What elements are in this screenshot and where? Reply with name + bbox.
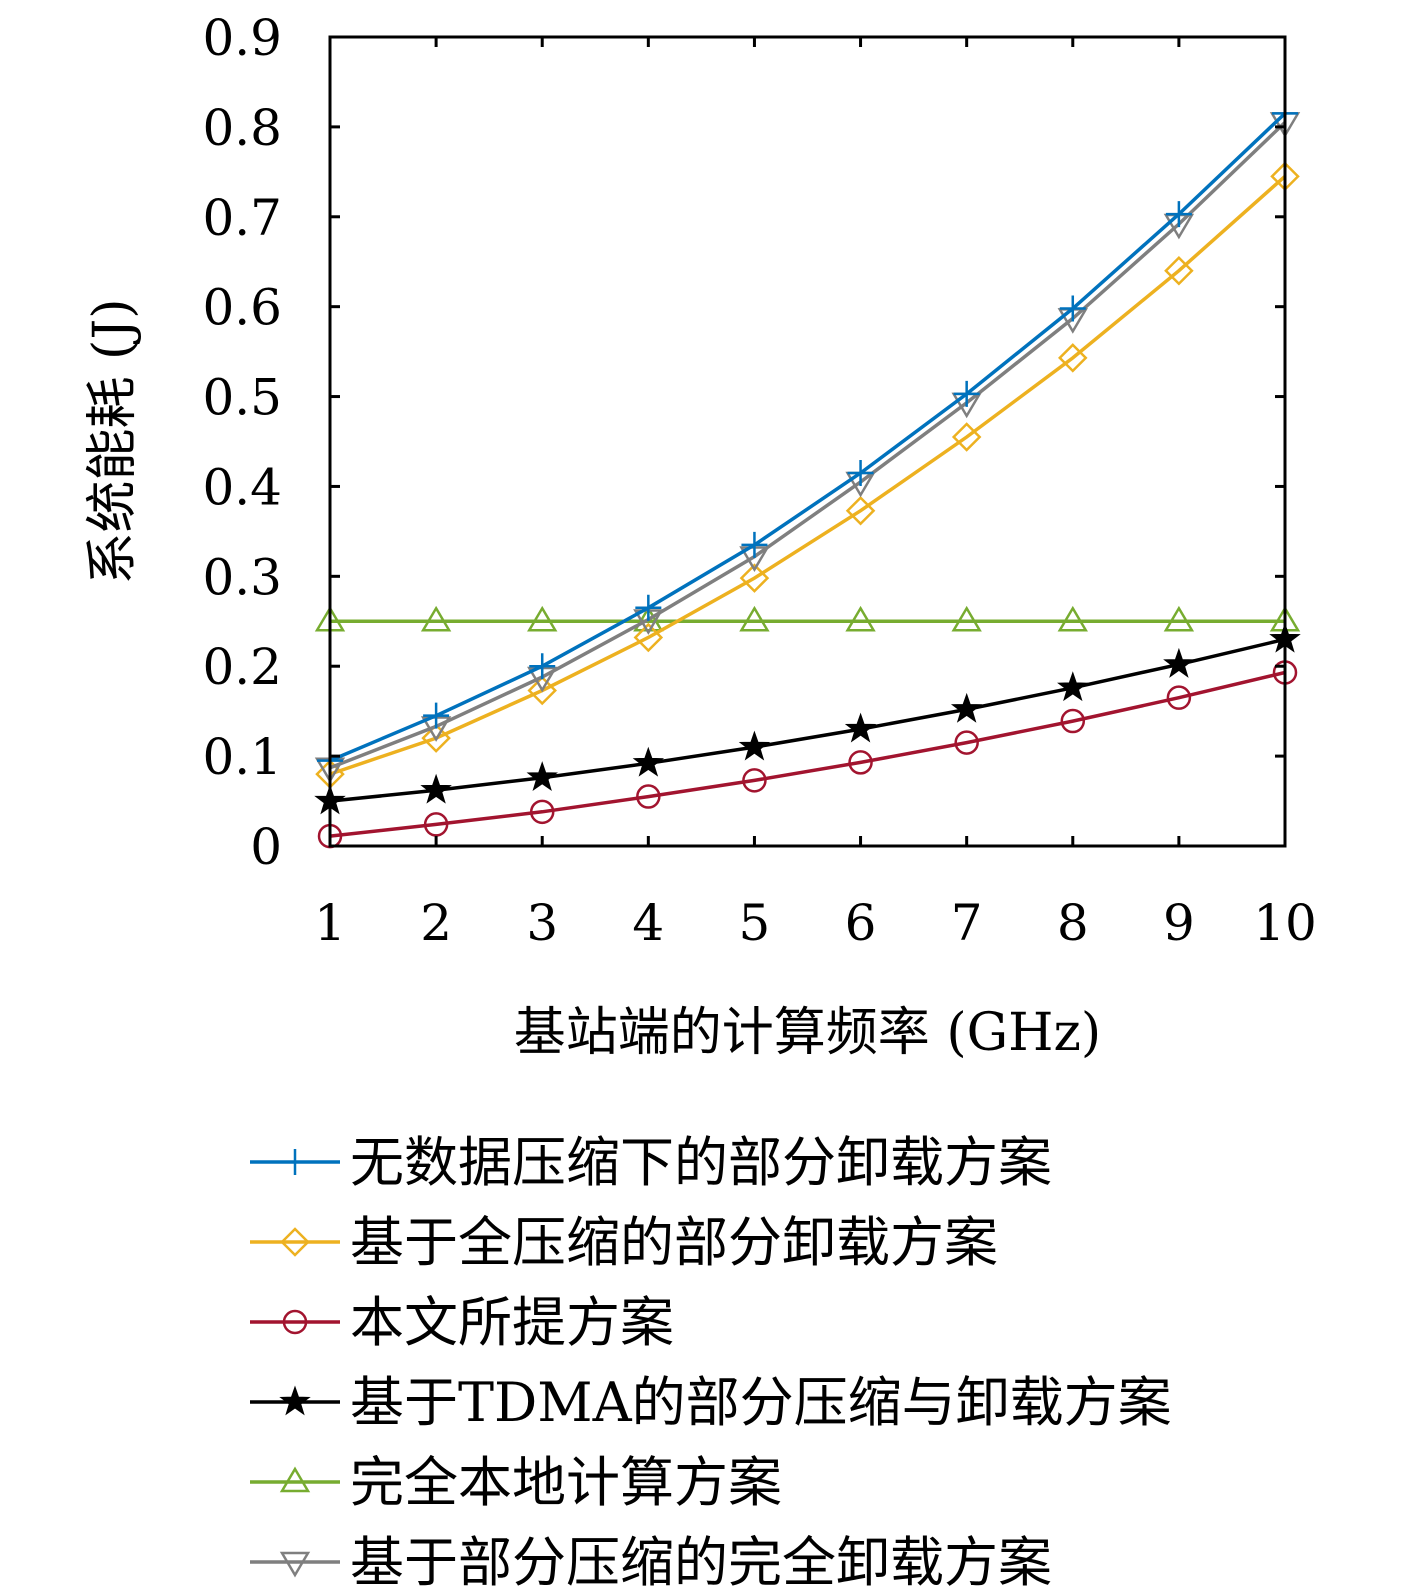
plus-marker: [953, 380, 980, 407]
legend-item: 完全本地计算方案: [250, 1451, 782, 1514]
legend-label: 基于TDMA的部分压缩与卸载方案: [350, 1371, 1172, 1434]
diamond-marker: [1164, 255, 1194, 286]
diamond-marker: [739, 563, 770, 593]
diamond-marker: [951, 422, 982, 452]
triangle-up-marker: [1163, 605, 1195, 632]
series-line: [329, 121, 1287, 770]
star-marker: [1163, 647, 1195, 678]
y-tick-label: 0.8: [202, 99, 282, 157]
plus-marker: [847, 459, 874, 486]
star-marker: [420, 773, 452, 804]
legend-label: 基于全压缩的部分卸载方案: [350, 1211, 998, 1274]
triangle-up-marker: [739, 605, 770, 632]
plus-marker: [529, 653, 556, 680]
star-marker: [632, 746, 665, 777]
y-tick-label: 0.9: [202, 9, 282, 67]
legend-label: 基于部分压缩的完全卸载方案: [350, 1531, 1052, 1592]
plus-marker: [282, 1149, 308, 1175]
x-tick-label: 10: [1253, 894, 1317, 952]
star-marker: [279, 1385, 311, 1416]
series-plus: [317, 100, 1298, 774]
star-marker: [950, 692, 983, 723]
circle-marker: [423, 812, 449, 837]
circle-marker: [1166, 685, 1192, 710]
star-marker: [738, 730, 771, 761]
diamond-marker: [527, 675, 557, 706]
x-tick-label: 4: [632, 894, 664, 952]
star-marker: [844, 712, 877, 743]
star-marker: [1057, 671, 1089, 702]
plot-frame: [328, 35, 1287, 848]
x-axis-label: 基站端的计算频率 (GHz): [514, 1003, 1101, 1063]
series-line: [329, 174, 1287, 776]
triangle-down-marker: [279, 1551, 311, 1578]
triangle-up-marker: [279, 1466, 311, 1493]
series-line: [329, 637, 1286, 803]
x-tick-label: 8: [1057, 894, 1089, 952]
circle-marker: [848, 750, 873, 775]
x-tick-label: 9: [1163, 894, 1195, 952]
plus-marker: [635, 594, 662, 621]
triangle-up-marker: [951, 605, 982, 632]
legend: 无数据压缩下的部分卸载方案基于全压缩的部分卸载方案本文所提方案基于TDMA的部分…: [250, 1131, 1172, 1592]
y-tick-label: 0.4: [202, 458, 282, 516]
legend-label: 完全本地计算方案: [350, 1451, 782, 1514]
y-tick-label: 0.7: [202, 189, 282, 247]
circle-marker: [529, 799, 555, 825]
y-tick-label: 0.1: [202, 728, 282, 786]
y-tick-label: 0.5: [202, 369, 282, 427]
triangle-up-marker: [1057, 605, 1088, 632]
series-line: [329, 670, 1286, 838]
plus-marker: [741, 531, 768, 558]
y-tick-label: 0: [250, 818, 282, 876]
triangle-up-marker: [420, 605, 452, 632]
series-star: [314, 622, 1301, 815]
plus-marker: [1059, 295, 1086, 322]
legend-item: 无数据压缩下的部分卸载方案: [250, 1131, 1052, 1194]
series-diamond: [315, 161, 1300, 789]
axis-ticks: 1 2 3 4 5 6 7 8 9 10 0 0.1 0.2 0.3 0.4 0.5 0.6 0.7 0.8 0.9: [202, 9, 1316, 952]
x-tick-label: 7: [951, 894, 983, 952]
x-tick-label: 3: [526, 894, 558, 952]
triangle-up-marker: [845, 605, 876, 632]
circle-marker: [1060, 708, 1086, 734]
series-line: [329, 112, 1287, 763]
y-axis-label: 系统能耗 (J): [83, 299, 143, 585]
series-triangle-up: [314, 605, 1301, 632]
circle-marker: [742, 768, 767, 793]
diamond-marker: [1058, 343, 1088, 373]
circle-marker: [954, 730, 979, 755]
legend-label: 本文所提方案: [350, 1291, 674, 1354]
y-tick-label: 0.3: [202, 548, 282, 606]
x-tick-label: 1: [314, 894, 346, 952]
y-tick-label: 0.6: [202, 279, 282, 337]
legend-label: 无数据压缩下的部分卸载方案: [350, 1131, 1052, 1194]
series-triangle-down: [314, 112, 1301, 784]
diamond-marker: [421, 723, 451, 753]
diamond-marker: [845, 495, 876, 526]
plus-marker: [1165, 201, 1192, 228]
circle-marker: [636, 784, 661, 809]
legend-item: 基于全压缩的部分卸载方案: [250, 1211, 998, 1274]
x-tick-label: 6: [845, 894, 877, 952]
star-marker: [526, 761, 558, 792]
x-tick-label: 5: [739, 894, 771, 952]
legend-item: 本文所提方案: [250, 1291, 674, 1354]
plus-marker: [423, 702, 450, 729]
legend-item: 基于TDMA的部分压缩与卸载方案: [250, 1371, 1172, 1434]
y-tick-label: 0.2: [202, 638, 282, 696]
plot-series-group: [314, 100, 1301, 849]
circle-marker: [282, 1309, 308, 1335]
diamond-marker: [280, 1227, 310, 1257]
diamond-marker: [633, 622, 664, 653]
triangle-up-marker: [527, 605, 558, 632]
legend-item: 基于部分压缩的完全卸载方案: [250, 1531, 1052, 1592]
series-circle: [317, 660, 1298, 849]
x-tick-label: 2: [420, 894, 452, 952]
